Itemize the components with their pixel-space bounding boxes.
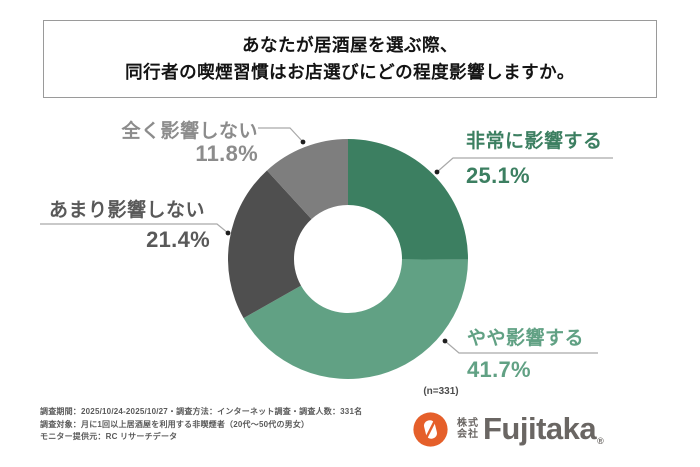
leader-dots [225, 139, 448, 344]
segment-label-notatall: 全く影響しない [121, 121, 258, 142]
segment-label-somewhat: やや影響する [467, 328, 585, 349]
leader-line-notatall [258, 127, 304, 143]
segment-pct-somewhat: 41.7% [467, 357, 531, 382]
donut-segment-3 [266, 139, 348, 220]
leader-dot-notmuch [225, 230, 231, 236]
survey-note-line: モニター提供元：RC リサーチデータ [40, 432, 178, 442]
leader-line-notmuch [40, 223, 229, 234]
survey-notes: 調査期間：2025/10/24-2025/10/27・調査方法：インターネット調… [40, 406, 400, 444]
leader-dot-notatall [300, 139, 306, 145]
company-logo: 株式 会社 Fujitaka ® [412, 408, 604, 450]
leader-lines [40, 127, 613, 354]
fujitaka-logo-icon [413, 411, 448, 447]
segment-label-notmuch: あまり影響しない [49, 200, 206, 221]
survey-note-line: 調査期間：2025/10/24-2025/10/27・調査方法：インターネット調… [40, 407, 363, 416]
donut-segment-0 [348, 139, 469, 260]
title-line-2: 同行者の喫煙習慣はお店選びにどの程度影響しますか。 [125, 62, 575, 82]
brand-wordmark: Fujitaka [483, 411, 597, 446]
title-box: あなたが居酒屋を選ぶ際、 同行者の喫煙習慣はお店選びにどの程度影響しますか。 [43, 20, 657, 98]
segment-pct-very: 25.1% [466, 163, 530, 188]
donut-segment-1 [243, 259, 468, 380]
sample-size-label: (n=331) [423, 386, 459, 397]
segment-pct-notatall: 11.8% [195, 141, 258, 166]
leader-line-very [436, 157, 613, 173]
registered-trademark: ® [597, 436, 604, 446]
leader-dot-somewhat [442, 338, 448, 344]
donut-segment-2 [228, 170, 312, 319]
survey-note-line: 調査対象：月に1回以上居酒屋を利用する非喫煙者（20代～50代の男女） [40, 419, 310, 429]
segment-label-very: 非常に影響する [466, 131, 603, 152]
title-line-1: あなたが居酒屋を選ぶ際、 [242, 35, 458, 55]
donut-segments [228, 139, 469, 380]
leader-line-somewhat [444, 340, 598, 354]
leader-dot-very [434, 169, 440, 175]
segment-pct-notmuch: 21.4% [146, 227, 210, 252]
company-type-text: 株式 会社 [457, 418, 479, 440]
